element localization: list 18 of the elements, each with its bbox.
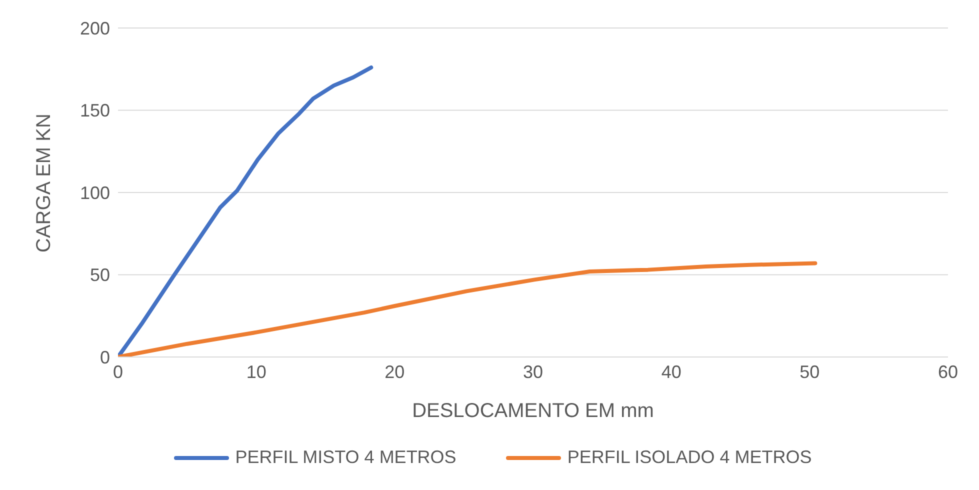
y-tick-label: 50 <box>90 265 110 286</box>
y-tick-label: 200 <box>80 18 110 38</box>
legend-label: PERFIL ISOLADO 4 METROS <box>566 447 812 468</box>
x-tick-label: 30 <box>522 362 544 382</box>
y-tick-label: 150 <box>80 100 110 121</box>
x-axis-title: DESLOCAMENTO EM mm <box>412 400 654 422</box>
legend-label: PERFIL MISTO 4 METROS <box>234 447 456 468</box>
x-tick-label: 20 <box>384 362 405 382</box>
x-tick-label: 50 <box>800 362 820 382</box>
y-axis-title: CARGA EM KN <box>33 114 56 252</box>
y-tick-label: 0 <box>100 347 110 368</box>
line-series <box>118 65 374 357</box>
x-tick-label: 10 <box>246 362 266 382</box>
x-tick-label: 40 <box>661 362 682 382</box>
x-tick-label: 60 <box>938 362 958 382</box>
line-series <box>118 261 818 357</box>
x-tick-label: 0 <box>112 362 124 382</box>
y-tick-label: 100 <box>80 182 110 203</box>
